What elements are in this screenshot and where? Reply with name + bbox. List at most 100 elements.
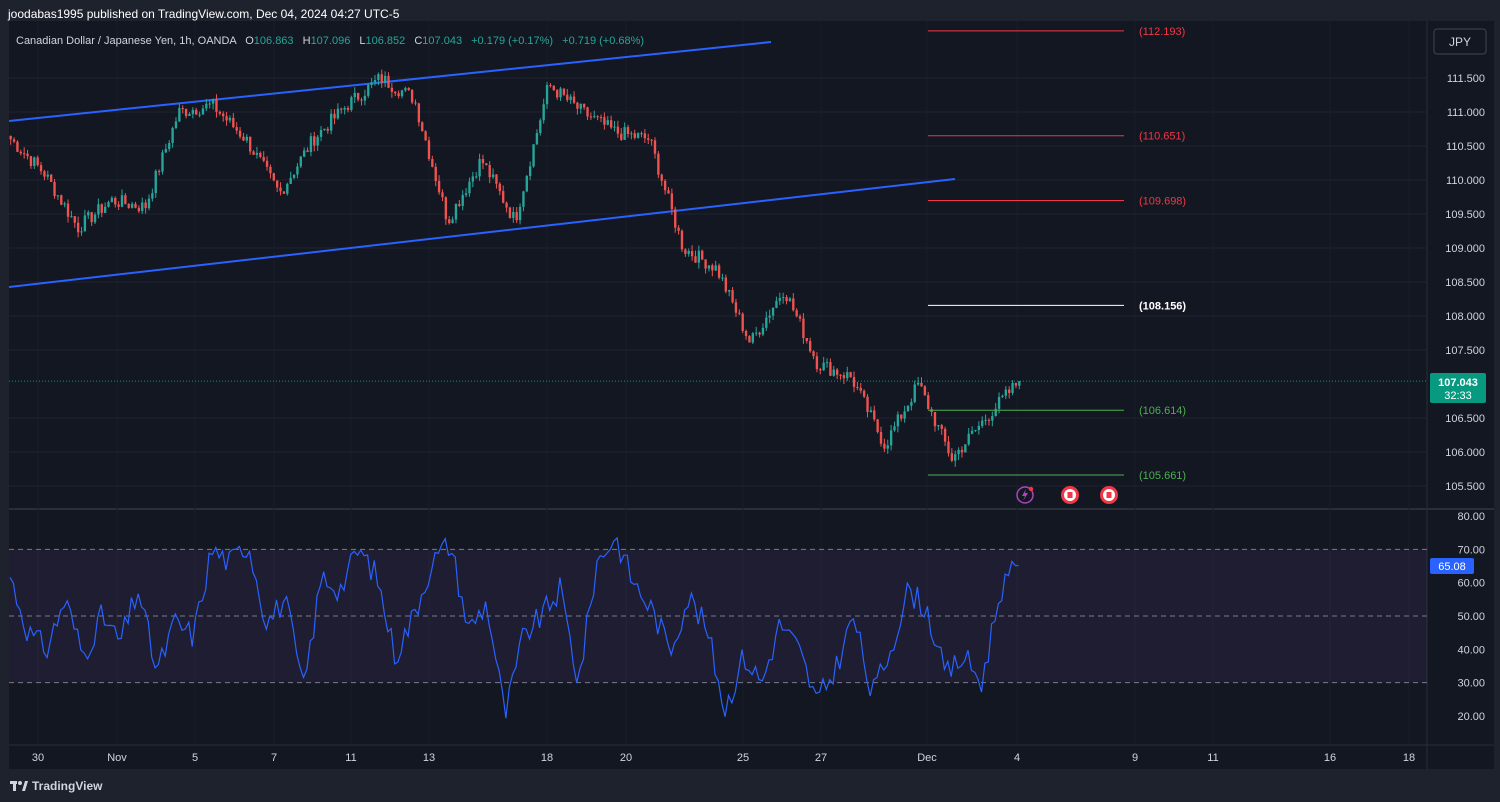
candle-body xyxy=(265,160,269,167)
rsi-axis[interactable] xyxy=(1427,510,1494,745)
candle-body xyxy=(920,382,923,387)
tradingview-brand[interactable]: TradingView xyxy=(10,779,102,793)
candle-body xyxy=(329,113,333,131)
currency-button[interactable]: JPY xyxy=(1433,28,1487,55)
time-tick-label: 11 xyxy=(1207,752,1218,764)
candle-body xyxy=(896,414,900,427)
candle-body xyxy=(636,133,640,138)
candle-body xyxy=(437,181,441,193)
legend-h-label: H xyxy=(303,35,311,47)
price-tick-label: 106.000 xyxy=(1445,447,1485,459)
candle-body xyxy=(168,143,171,150)
candle-body xyxy=(603,117,606,125)
candle-body xyxy=(286,183,289,194)
event-icons xyxy=(1016,486,1118,504)
candle-body xyxy=(849,372,852,378)
candle-body xyxy=(984,419,987,421)
candle-body xyxy=(815,356,819,370)
candle-body xyxy=(842,375,846,379)
candle-body xyxy=(43,171,46,177)
candle-body xyxy=(502,191,505,203)
candle-body xyxy=(485,163,488,166)
candle-body xyxy=(90,212,93,223)
level-label: (110.651) xyxy=(1139,131,1185,143)
candle-body xyxy=(282,191,286,194)
candle-body xyxy=(512,212,515,218)
main-pane xyxy=(9,21,1427,508)
candle-body xyxy=(694,256,697,263)
candle-body xyxy=(114,197,117,205)
candle-body xyxy=(687,250,690,254)
pane-separator[interactable] xyxy=(9,508,1494,510)
candle-body xyxy=(464,193,468,196)
candle-body xyxy=(970,430,974,434)
candles xyxy=(9,69,1021,467)
candle-body xyxy=(208,103,211,105)
candle-body xyxy=(289,177,292,184)
price-tick-label: 110.500 xyxy=(1446,141,1485,153)
channel-lines xyxy=(8,41,956,288)
candle-body xyxy=(471,176,475,182)
lightning-glyph xyxy=(1022,489,1028,501)
price-tick-label: 109.500 xyxy=(1445,209,1485,221)
candle-body xyxy=(781,297,785,299)
candle-body xyxy=(22,153,26,155)
candle-body xyxy=(997,396,1001,409)
time-tick-label: 16 xyxy=(1324,752,1336,764)
candle-body xyxy=(49,174,53,182)
candle-body xyxy=(475,176,478,178)
candle-body xyxy=(964,444,967,453)
candle-body xyxy=(421,122,424,132)
candle-body xyxy=(124,195,127,205)
candle-body xyxy=(633,133,636,138)
candle-body xyxy=(427,140,431,159)
candle-body xyxy=(744,331,748,337)
rsi-tick-label: 50.00 xyxy=(1457,611,1485,623)
candle-body xyxy=(498,183,502,192)
candle-body xyxy=(937,425,940,427)
event-flag-canada-icon[interactable] xyxy=(1100,486,1118,504)
candle-body xyxy=(211,99,215,104)
event-lightning-icon[interactable] xyxy=(1016,486,1034,504)
candle-body xyxy=(269,166,272,174)
candle-body xyxy=(313,136,316,146)
candle-body xyxy=(46,174,49,177)
candle-body xyxy=(586,107,589,117)
candle-body xyxy=(434,166,437,182)
legend-l-value: 106.852 xyxy=(366,35,406,47)
candle-body xyxy=(232,117,235,128)
candle-body xyxy=(768,315,771,318)
candle-body xyxy=(117,204,120,207)
candle-body xyxy=(910,401,913,406)
candle-body xyxy=(157,170,161,172)
candle-body xyxy=(188,113,191,116)
candle-body xyxy=(255,152,259,155)
price-axis[interactable] xyxy=(1427,21,1494,508)
candle-body xyxy=(235,127,238,131)
candle-body xyxy=(866,396,869,412)
time-tick-label: Dec xyxy=(917,752,937,764)
candle-body xyxy=(63,203,66,205)
candle-body xyxy=(994,408,997,417)
candle-body xyxy=(346,107,350,110)
candle-body xyxy=(785,297,788,302)
candle-body xyxy=(741,313,744,332)
candle-body xyxy=(414,102,417,104)
candle-body xyxy=(417,103,421,123)
candle-body xyxy=(566,94,569,100)
candle-body xyxy=(76,222,80,233)
candle-body xyxy=(869,410,873,412)
candle-body xyxy=(1008,389,1011,393)
event-flag-canada-icon[interactable] xyxy=(1061,486,1079,504)
legend: Canadian Dollar / Japanese Yen, 1h, OAND… xyxy=(16,35,644,47)
candle-body xyxy=(468,181,471,194)
candle-body xyxy=(410,89,414,103)
candle-body xyxy=(943,428,947,442)
candle-body xyxy=(835,369,839,375)
candle-body xyxy=(350,97,353,110)
candle-body xyxy=(606,120,609,125)
candle-body xyxy=(370,82,373,85)
candle-body xyxy=(825,362,829,364)
candle-body xyxy=(505,202,508,208)
candle-body xyxy=(19,151,22,154)
